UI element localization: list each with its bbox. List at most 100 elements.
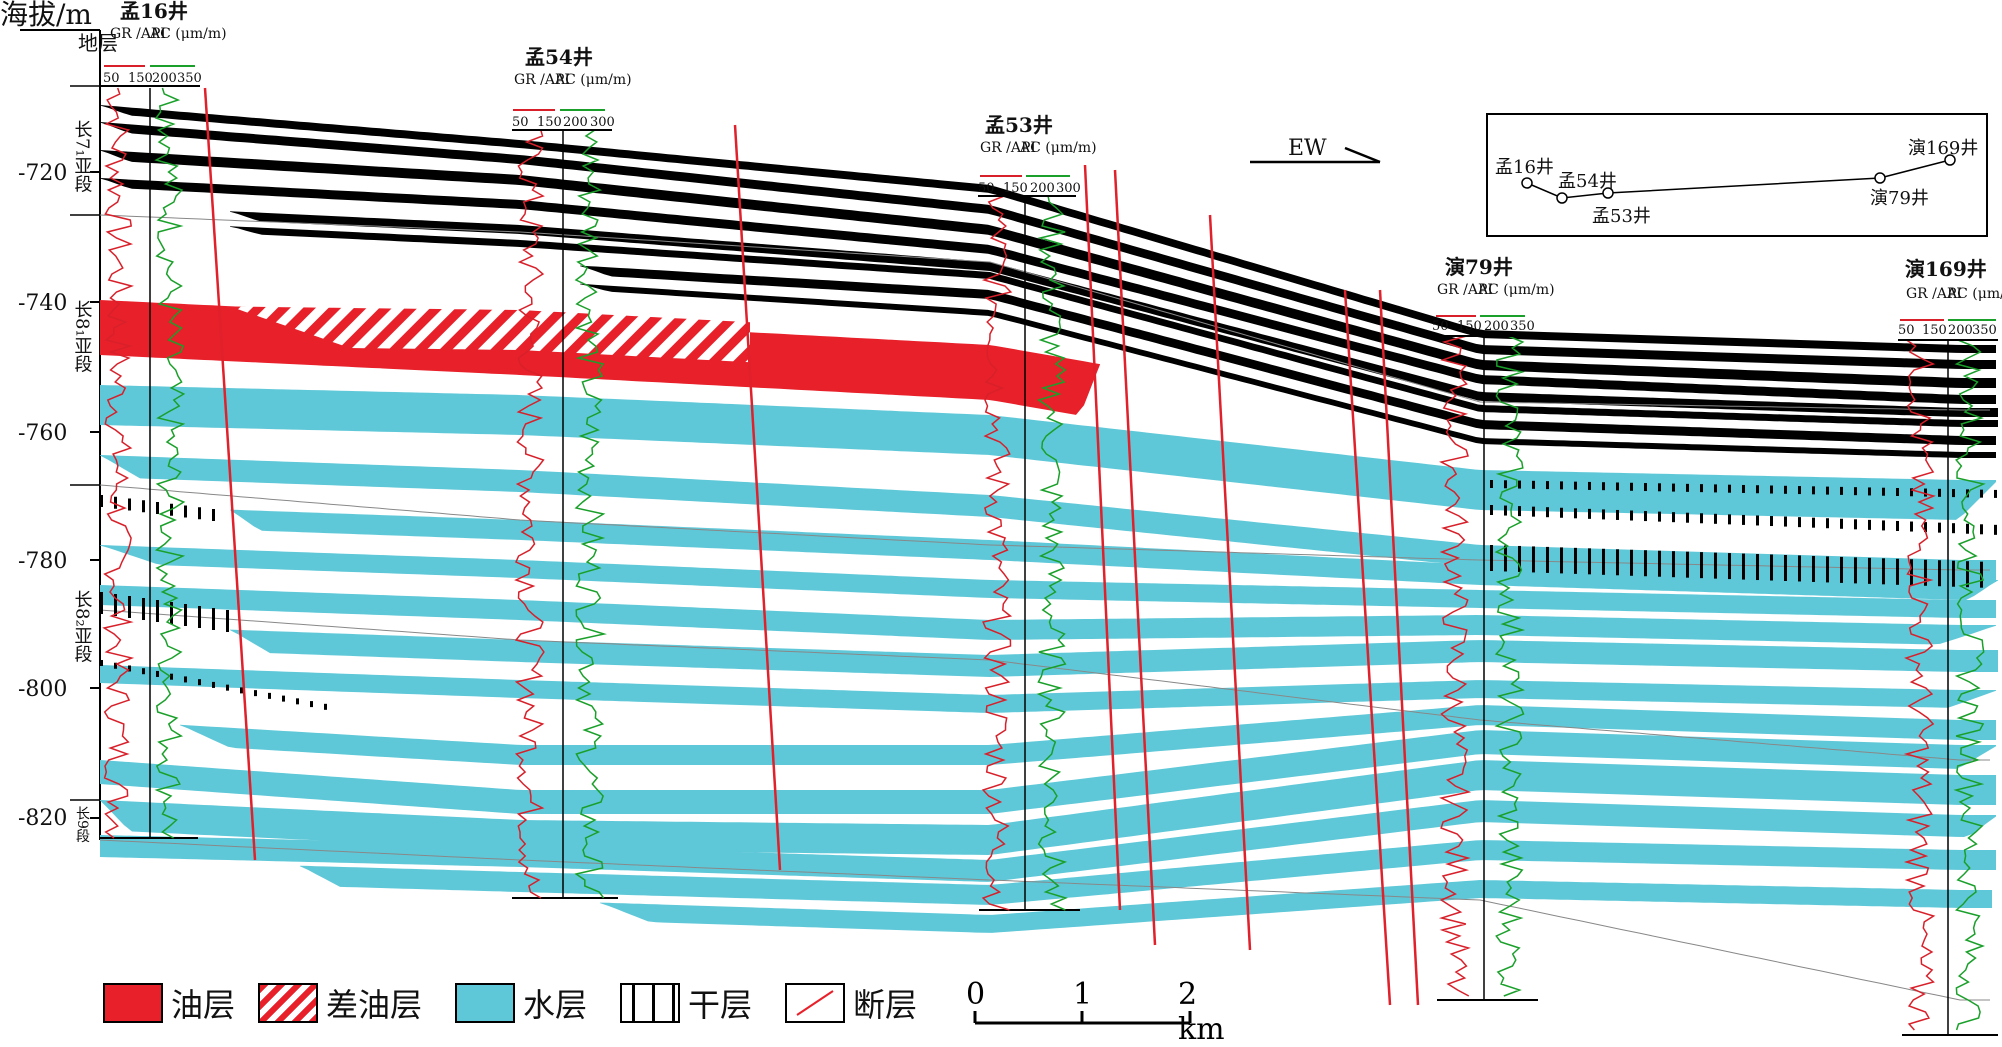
dry-layer-mark [156,502,159,514]
dry-layer-mark [170,673,173,680]
well-name: 孟54井 [525,45,593,69]
water-layer [100,760,1996,855]
dry-layer-mark [282,695,285,702]
legend-label: 干层 [688,986,753,1024]
dry-layer-mark [1784,554,1787,581]
gr-scale-max: 150 [128,71,153,86]
ac-curve [1494,335,1526,997]
dry-layer-mark [184,676,187,683]
dry-layer-mark [1952,523,1955,534]
dry-layer-mark [198,679,201,686]
legend-item-oil: 油层 [103,980,235,1026]
dry-layer-mark [212,509,215,521]
dry-layer-mark [1770,554,1773,581]
water-layer [300,840,1996,905]
dry-layer-mark [1672,551,1675,578]
well-name: 演169井 [1905,257,1987,281]
map-well-label: 孟54井 [1558,171,1617,192]
correlation-line [99,839,1990,1001]
dry-layer-mark [1826,486,1829,495]
scale-tick: 0 [966,977,986,1012]
map-well-label: 孟16井 [1495,157,1554,178]
tick-label: -720 [18,161,67,186]
layer-bodies [100,105,1998,933]
water-layer [100,385,1996,520]
gr-scale-min: 50 [978,181,995,196]
dry-layer-mark [128,665,131,672]
dry-layer-mark [1910,488,1913,497]
dry-layer-mark [1532,546,1535,573]
depth-axis: -720 -740 -760 -780 -800 -820 [18,161,100,831]
well-header-yan169: 演169井 GR /API AC (μm/m) 50 150 200 350 [1898,257,2002,341]
dry-layer-mark [142,668,145,675]
strat-column: 地层 长7₁亚段 长8₁亚段 长8₂亚段 长9段 [70,30,118,843]
dry-layer-mark [310,701,313,708]
dry-layer-mark [198,507,201,520]
fault-line [1208,214,1252,951]
dry-swatch [620,983,680,1023]
dry-layer-mark [1574,547,1577,574]
faults [203,87,1420,1006]
dry-layer-mark [1546,507,1549,518]
dry-layer-mark [1504,505,1507,516]
dry-layer-mark [1644,550,1647,577]
oil-swatch [103,983,163,1023]
dry-layer-mark [1644,483,1647,492]
legend-item-water: 水层 [455,980,587,1026]
dry-layer-marks [100,480,1997,710]
dry-layer-mark [1588,508,1591,519]
dry-layer-mark [1742,553,1745,580]
gr-curve [1903,339,1936,1031]
water-layer [230,629,1998,677]
dry-layer-mark [1784,516,1787,527]
dry-layer-mark [1756,515,1759,526]
ac-label: AC (μm/m) [554,72,632,88]
water-layer [100,800,1996,882]
dry-layer-mark [1868,487,1871,496]
dry-layer-mark [1980,489,1983,498]
dry-layer-mark [100,592,103,614]
dry-layer-mark [1546,546,1549,573]
ac-curve [1953,339,1986,1031]
direction-label: EW [1288,136,1327,161]
dry-layer-mark [142,598,145,620]
fault-swatch [785,983,845,1023]
fault-line [1343,289,1392,1006]
gr-label: GR /API [514,72,570,88]
ac-scale-min: 200 [563,115,588,130]
ac-scale-max: 300 [1056,181,1081,196]
dry-layer-mark [1574,481,1577,490]
dry-layer-mark [1882,520,1885,531]
dry-layer-mark [100,495,103,507]
legend-item-fault: 断层 [785,980,917,1026]
dry-layer-mark [1490,480,1493,488]
dry-layer-mark [184,604,187,626]
dry-layer-mark [142,500,145,513]
strat-header: 地层 [78,31,118,55]
poor-oil-swatch [258,983,318,1023]
gr-label: GR /API [110,26,166,42]
dry-layer-mark [1714,513,1717,524]
dry-layer-mark [1910,521,1913,532]
fault-icon [796,990,834,1016]
dry-layer-mark [1728,514,1731,525]
dry-layer-mark [1924,559,1927,586]
tick-label: -800 [18,677,67,702]
dry-layer-mark [1840,556,1843,583]
dry-layer-mark [1602,482,1605,491]
well-header-meng54: 孟54井 GR /API AC (μm/m) 50 150 200 300 [512,45,632,131]
dry-layer-mark [1630,549,1633,576]
dry-layer-mark [1980,524,1983,535]
correlation-line [99,609,1990,761]
dry-layer-mark [254,690,257,697]
fault-line [733,124,782,871]
location-map: 孟16井 孟54井 孟53井 演79井 演169井 [1486,113,1988,237]
poor-oil-layer [230,306,750,363]
dry-layer-mark [1644,511,1647,522]
dry-layer-mark [1728,553,1731,580]
legend-item-poor-oil: 差油层 [258,980,422,1026]
dry-layer-mark [1602,509,1605,520]
dry-layer-mark [1896,487,1899,496]
dry-layer-mark [198,606,201,628]
strat-unit-label: 长8₁亚段 [72,300,93,373]
